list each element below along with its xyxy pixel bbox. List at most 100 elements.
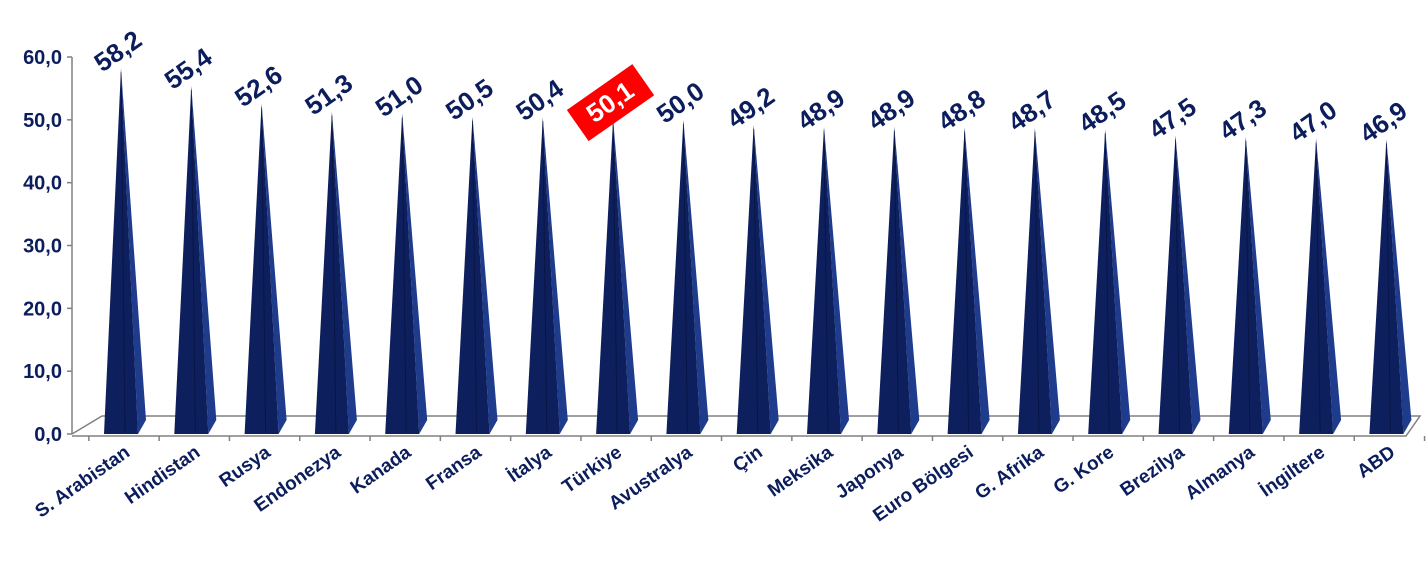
bar-avustralya xyxy=(666,119,709,434)
value-label-text: 52,6 xyxy=(229,59,288,113)
bar-italya xyxy=(525,117,568,434)
value-label-text: 55,4 xyxy=(159,41,218,95)
value-labels: 58,2 55,4 52,6 51,3 51,0 50,5 50,4 50,1 50,0 49,2… xyxy=(89,24,1413,149)
bar-japonya xyxy=(877,126,920,435)
bar-front-face xyxy=(1369,139,1404,435)
bar-front-face xyxy=(244,103,279,434)
value-label-text: 51,3 xyxy=(299,67,358,121)
category-label-g-kore: G. Kore xyxy=(1050,442,1118,499)
bar-side-face xyxy=(542,117,568,434)
value-label: 47,0 xyxy=(1284,95,1343,149)
y-tick-label: 20,0 xyxy=(23,298,62,320)
bar-side-face xyxy=(472,116,498,435)
value-label-text: 50,0 xyxy=(651,76,710,130)
bar-front-face xyxy=(666,119,701,434)
bar-endonezya xyxy=(314,111,357,434)
category-label-meksika: Meksika xyxy=(764,442,837,502)
bar-ingiltere xyxy=(1299,138,1342,434)
y-tick-label: 60,0 xyxy=(23,47,62,69)
bar-front-face xyxy=(455,116,490,435)
bar-side-face xyxy=(753,124,779,435)
bar-side-face xyxy=(121,68,146,434)
category-label-abd: ABD xyxy=(1353,442,1399,483)
y-tick-label: 40,0 xyxy=(23,173,62,195)
value-label-text: 48,9 xyxy=(862,83,921,137)
bar-shade xyxy=(1385,143,1391,433)
bar-side-face xyxy=(894,126,920,435)
value-label: 51,0 xyxy=(370,69,429,123)
bar-front-face xyxy=(736,124,771,435)
value-label-text: 46,9 xyxy=(1354,95,1413,149)
y-tick-label: 30,0 xyxy=(23,236,62,258)
bars xyxy=(104,68,1412,435)
bar-side-face xyxy=(1105,129,1131,434)
bar-side-face xyxy=(331,111,357,434)
bar-side-face xyxy=(964,127,990,434)
value-label-text: 50,4 xyxy=(510,73,569,127)
value-label: 48,9 xyxy=(862,83,921,137)
bar-shade xyxy=(1245,140,1251,433)
bar-side-face xyxy=(1034,128,1060,435)
bar-front-face xyxy=(807,126,841,435)
category-label-g-afrika: G. Afrika xyxy=(971,442,1048,504)
bar-turkiye xyxy=(596,119,639,434)
bar-g-afrika xyxy=(1017,128,1060,435)
value-label-text: 58,2 xyxy=(89,24,148,78)
bar-front-face xyxy=(525,117,560,434)
bar-side-face xyxy=(1316,138,1342,434)
category-label-ingiltere: İngiltere xyxy=(1256,442,1329,502)
value-label-text: 47,5 xyxy=(1143,91,1202,145)
bar-fransa xyxy=(455,116,498,435)
bar-shade xyxy=(823,130,829,433)
value-label: 55,4 xyxy=(159,41,218,95)
category-label-kanada: Kanada xyxy=(347,442,416,499)
category-label-italya: İtalya xyxy=(504,442,556,487)
bar-shade xyxy=(753,128,759,433)
category-label-almanya: Almanya xyxy=(1182,442,1259,505)
value-label: 52,6 xyxy=(229,59,288,113)
bar-shade xyxy=(1104,133,1110,433)
bar-front-face xyxy=(314,111,349,434)
bar-hindistan xyxy=(174,85,217,435)
value-label-text: 51,0 xyxy=(370,69,429,123)
bar-shade xyxy=(612,123,618,433)
bar-cin xyxy=(736,124,779,435)
value-label-text: 47,3 xyxy=(1213,93,1272,147)
bar-front-face xyxy=(947,127,982,434)
bar-front-face xyxy=(1158,135,1193,434)
value-label-text: 48,9 xyxy=(792,83,851,137)
bar-side-face xyxy=(1245,136,1271,434)
x-axis-floor xyxy=(71,415,1422,437)
bar-shade xyxy=(472,120,477,433)
bar-rusya xyxy=(244,103,287,434)
bar-side-face xyxy=(402,113,428,435)
bar-front-face xyxy=(596,119,631,434)
bar-side-face xyxy=(1386,139,1412,435)
value-label-text: 50,5 xyxy=(440,73,499,127)
bar-front-face xyxy=(385,113,420,435)
category-label-fransa: Fransa xyxy=(422,442,485,495)
bar-front-face xyxy=(1228,136,1263,434)
bar-front-face xyxy=(104,68,138,434)
value-label-text: 47,0 xyxy=(1284,95,1343,149)
value-label-text: 48,5 xyxy=(1073,85,1132,139)
bar-shade xyxy=(401,117,407,433)
category-label-rusya: Rusya xyxy=(216,442,275,492)
bar-shade xyxy=(331,115,337,433)
y-tick-label: 50,0 xyxy=(23,110,62,132)
value-label-text: 48,7 xyxy=(1002,84,1061,138)
value-label: 48,9 xyxy=(792,83,851,137)
bar-kanada xyxy=(385,113,428,435)
bar-front-face xyxy=(877,126,912,435)
bar-shade xyxy=(682,123,688,433)
value-label: 51,3 xyxy=(299,67,358,121)
value-label: 46,9 xyxy=(1354,95,1413,149)
category-label-cin: Çin xyxy=(729,442,766,477)
y-tick-label: 10,0 xyxy=(23,361,62,383)
value-label: 50,4 xyxy=(510,73,569,127)
bar-side-face xyxy=(824,126,849,435)
bar-shade xyxy=(1034,131,1040,433)
value-label: 58,2 xyxy=(89,24,148,78)
value-label-highlighted: 50,1 xyxy=(566,64,655,142)
category-label-s-arabistan: S. Arabistan xyxy=(32,442,134,522)
